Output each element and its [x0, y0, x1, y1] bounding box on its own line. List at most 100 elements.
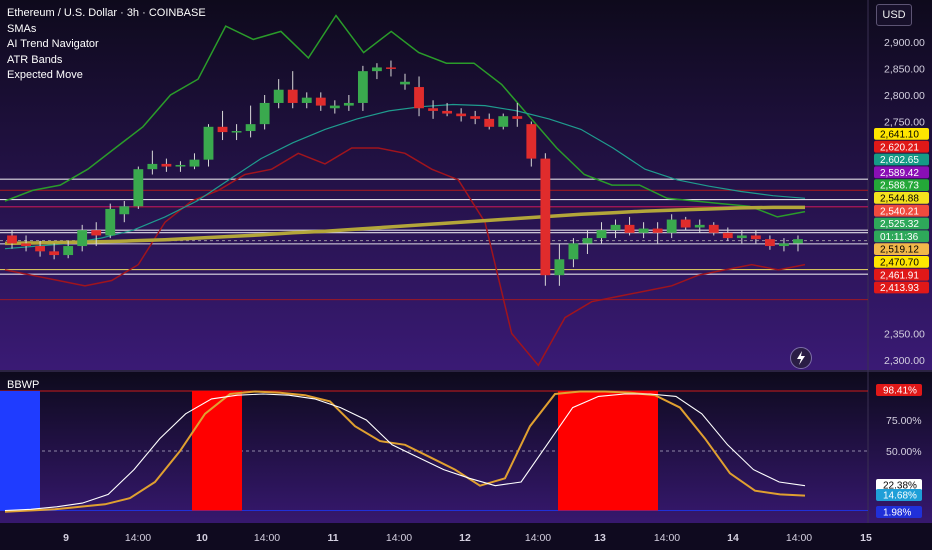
bbwp-value-tag[interactable] [876, 506, 922, 518]
bbwp-signal-line [4, 393, 806, 512]
candle-body[interactable] [329, 105, 340, 109]
candle-body[interactable] [596, 230, 607, 239]
price-tag[interactable] [874, 217, 929, 230]
candle-body[interactable] [736, 235, 747, 239]
candle-body[interactable] [386, 67, 396, 69]
candle-body[interactable] [456, 113, 467, 117]
candle-body[interactable] [63, 246, 74, 256]
candle-body[interactable] [91, 230, 102, 236]
price-tag[interactable] [874, 230, 929, 243]
price-tag[interactable] [874, 281, 929, 294]
indicator-smas[interactable]: SMAs [7, 22, 37, 35]
candle-body[interactable] [708, 224, 719, 233]
price-tag[interactable] [874, 268, 929, 281]
candle-body[interactable] [189, 159, 200, 167]
candle-body[interactable] [400, 81, 410, 85]
candle-body[interactable] [203, 126, 214, 160]
candle-body[interactable] [540, 158, 551, 276]
sub-pane-background [0, 371, 932, 523]
candle-body[interactable] [343, 102, 354, 106]
price-tag-label: 2,641.10 [880, 130, 919, 141]
chart-legend: Ethereum / U.S. Dollar · 3h · COINBASE S… [7, 6, 206, 84]
price-tag[interactable] [874, 204, 929, 217]
candle-body[interactable] [175, 164, 186, 167]
candle-body[interactable] [231, 131, 242, 133]
candle-body[interactable] [357, 71, 368, 103]
candle-body[interactable] [498, 116, 509, 127]
candle-body[interactable] [7, 235, 17, 244]
candle-body[interactable] [301, 97, 312, 103]
price-tag[interactable] [874, 243, 929, 255]
candle-body[interactable] [484, 118, 495, 127]
candle-body[interactable] [512, 116, 523, 119]
currency-button[interactable]: USD [876, 4, 912, 26]
candle-body[interactable] [624, 224, 635, 233]
candle-body[interactable] [442, 110, 453, 114]
candle-body[interactable] [372, 67, 382, 72]
bbwp-value-tag-label: 98.41% [883, 386, 917, 397]
candle-body[interactable] [428, 108, 438, 111]
candle-body[interactable] [161, 163, 172, 167]
time-axis-label: 14:00 [386, 532, 412, 544]
bbwp-value-tag[interactable] [876, 489, 922, 501]
symbol-title[interactable]: Ethereum / U.S. Dollar · 3h · COINBASE [7, 7, 206, 19]
bbwp-line [4, 390, 806, 513]
time-axis-label: 9 [63, 532, 69, 544]
candle-body[interactable] [245, 124, 256, 132]
bbwp-extreme-bar [0, 390, 40, 511]
candle-body[interactable] [568, 243, 579, 260]
candle-body[interactable] [765, 239, 775, 247]
candle-body[interactable] [582, 238, 593, 244]
candle-body[interactable] [750, 235, 761, 240]
candle-body[interactable] [638, 228, 649, 233]
candle-body[interactable] [217, 126, 228, 133]
candle-body[interactable] [610, 224, 621, 231]
candle-body[interactable] [779, 243, 789, 247]
price-tag[interactable] [874, 166, 929, 179]
candle-body[interactable] [21, 243, 31, 247]
candle-body[interactable] [680, 219, 691, 228]
candle-body[interactable] [694, 224, 705, 228]
candle-body[interactable] [554, 259, 565, 276]
candle-body[interactable] [259, 102, 270, 125]
indicator-expected-move[interactable]: Expected Move [7, 69, 83, 81]
candle-body[interactable] [793, 239, 803, 244]
candle-body[interactable] [49, 251, 60, 256]
candle-body[interactable] [147, 163, 158, 170]
candle-body[interactable] [526, 124, 537, 159]
bbwp-value-tag[interactable] [876, 479, 922, 491]
price-tag-label: 2,602.65 [880, 155, 919, 166]
candle-body[interactable] [77, 230, 88, 247]
price-axis-label: 2,800.00 [884, 90, 925, 102]
candle-body[interactable] [652, 228, 663, 233]
bbwp-value-tag[interactable] [876, 384, 922, 396]
bbwp-indicator-label[interactable]: BBWP [7, 379, 40, 391]
price-tag-label: 2,589.42 [880, 168, 919, 179]
lightning-bolt-icon[interactable] [790, 347, 812, 369]
price-tag[interactable] [874, 192, 929, 204]
candle-body[interactable] [722, 232, 733, 239]
time-axis-label: 14:00 [654, 532, 680, 544]
candle-body[interactable] [414, 87, 424, 109]
candle-body[interactable] [315, 97, 326, 106]
price-tag[interactable] [874, 179, 929, 191]
price-tag[interactable] [874, 128, 929, 140]
indicator-atr-bands[interactable]: ATR Bands [7, 53, 63, 66]
pane-divider[interactable] [0, 370, 932, 372]
indicator-ai-trend-navigator[interactable]: AI Trend Navigator [7, 38, 99, 50]
candle-body[interactable] [35, 246, 45, 252]
candle-body[interactable] [666, 219, 677, 233]
time-axis-label: 14:00 [125, 532, 151, 544]
candle-body[interactable] [273, 89, 284, 103]
candle-body[interactable] [119, 206, 130, 215]
candle-body[interactable] [133, 169, 144, 207]
atr-upper-band [4, 14, 806, 218]
price-tag[interactable] [874, 140, 929, 153]
candle-body[interactable] [470, 116, 481, 119]
price-tag[interactable] [874, 153, 929, 166]
price-tag[interactable] [874, 256, 929, 268]
candle-body[interactable] [105, 208, 116, 236]
candle-body[interactable] [287, 89, 298, 103]
price-tag-label: 2,413.93 [880, 283, 919, 294]
